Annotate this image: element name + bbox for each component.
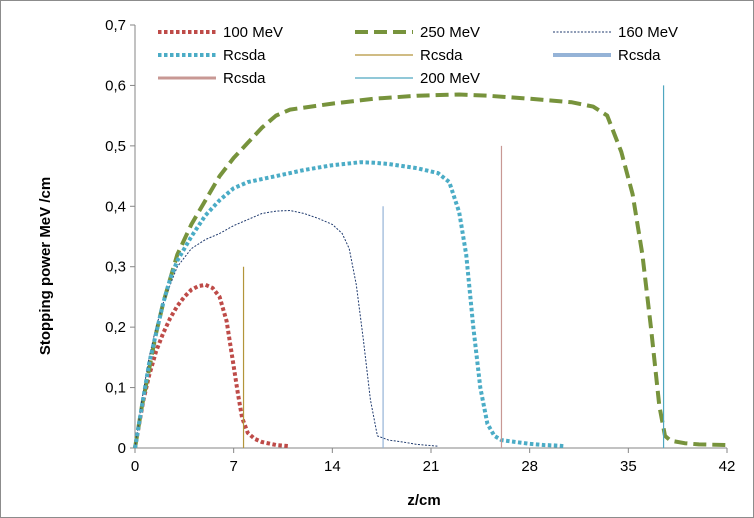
x-tick-label: 35 bbox=[620, 458, 637, 475]
series-2-mark bbox=[134, 210, 439, 449]
x-tick-label: 21 bbox=[423, 458, 440, 475]
legend-label-6: Rcsda bbox=[223, 70, 266, 87]
y-tick-label: 0 bbox=[118, 440, 126, 457]
y-tick-label: 0,3 bbox=[105, 259, 126, 276]
chart-axes: 0 0,1 0,2 0,3 0,4 0,5 0,6 0,7 0 7 14 21 28 35 42 bbox=[105, 17, 735, 475]
legend-label-4: Rcsda bbox=[420, 47, 463, 64]
legend-label-2: 160 MeV bbox=[618, 24, 678, 41]
y-tick-label: 0,4 bbox=[105, 198, 126, 215]
x-tick-label: 42 bbox=[719, 458, 736, 475]
y-axis-title: Stopping power MeV /cm bbox=[37, 177, 54, 355]
legend-label-1: 250 MeV bbox=[420, 24, 480, 41]
series-3-mark bbox=[133, 160, 566, 449]
y-tick-label: 0,7 bbox=[105, 17, 126, 34]
x-axis-title: z/cm bbox=[407, 492, 440, 509]
series-0-mark bbox=[133, 282, 291, 449]
y-tick-label: 0,6 bbox=[105, 77, 126, 94]
chart-plot-area bbox=[133, 85, 728, 449]
legend-label-3: Rcsda bbox=[223, 47, 266, 64]
y-tick-label: 0,5 bbox=[105, 138, 126, 155]
legend-label-5: Rcsda bbox=[618, 47, 661, 64]
y-tick-label: 0,1 bbox=[105, 380, 126, 397]
legend-label-0: 100 MeV bbox=[223, 24, 283, 41]
legend-label-7: 200 MeV bbox=[420, 70, 480, 87]
series-1-mark bbox=[133, 92, 728, 449]
x-tick-label: 7 bbox=[229, 458, 237, 475]
y-tick-label: 0,2 bbox=[105, 319, 126, 336]
x-tick-label: 0 bbox=[131, 458, 139, 475]
x-tick-label: 14 bbox=[324, 458, 341, 475]
x-tick-label: 28 bbox=[521, 458, 538, 475]
chart-legend: 100 MeV 250 MeV 160 MeV Rcsda Rcsda Rcsda Rcsd… bbox=[158, 24, 678, 87]
